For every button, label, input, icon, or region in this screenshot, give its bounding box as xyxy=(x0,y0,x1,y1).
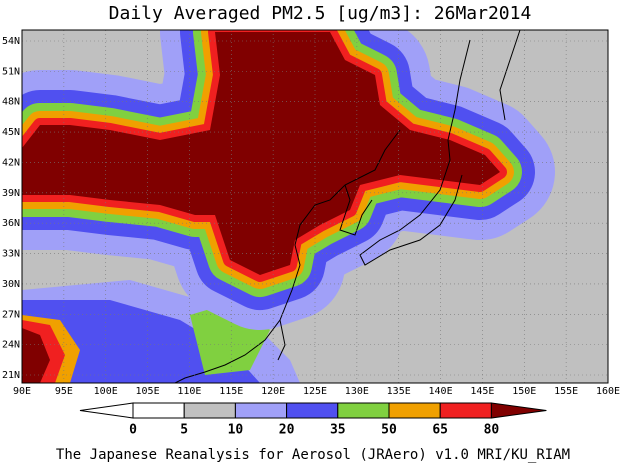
lat-label: 39N xyxy=(2,188,20,199)
blue-area xyxy=(22,300,260,383)
lon-label: 135E xyxy=(387,386,411,397)
colorbar-swatch xyxy=(337,402,390,419)
colorbar-label: 35 xyxy=(330,423,346,438)
footer: The Japanese Reanalysis for Aerosol (JRA… xyxy=(56,447,570,463)
colorbar: 0 5 10 20 35 50 65 80 xyxy=(79,402,547,438)
colorbar-label: 20 xyxy=(279,423,295,438)
sakhalin-coast xyxy=(499,30,521,121)
colorbar-label: 0 xyxy=(129,423,137,438)
lat-label: 36N xyxy=(2,218,20,229)
korea-coast xyxy=(339,184,373,236)
colorbar-swatch xyxy=(234,402,288,419)
lon-label: 160E xyxy=(596,386,620,397)
lat-label: 54N xyxy=(2,36,20,47)
colorbar-label: 50 xyxy=(381,423,397,438)
lat-label: 24N xyxy=(2,340,20,351)
lon-label: 100E xyxy=(94,386,118,397)
colorbar-swatch xyxy=(388,402,441,419)
lon-label: 125E xyxy=(303,386,327,397)
darkred-area xyxy=(22,328,50,383)
lon-label: 155E xyxy=(554,386,578,397)
lat-label: 21N xyxy=(2,370,20,381)
lon-label: 130E xyxy=(345,386,369,397)
lon-label: 120E xyxy=(261,386,285,397)
lon-label: 110E xyxy=(177,386,201,397)
graticule xyxy=(22,30,608,383)
lat-label: 27N xyxy=(2,309,20,320)
lon-label: 150E xyxy=(512,386,536,397)
lat-label: 30N xyxy=(2,279,20,290)
lon-labels: 90E 95E 100E 105E 110E 115E 120E 125E 130E 135E 14… xyxy=(13,386,620,397)
colorbar-label: 10 xyxy=(228,423,244,438)
lon-label: 145E xyxy=(470,386,494,397)
lat-labels: 21N 24N 27N 30N 33N 36N 39N 42N 45N 48N 51N 54N xyxy=(2,36,20,381)
lon-label: 115E xyxy=(219,386,243,397)
lon-label: 140E xyxy=(429,386,453,397)
colorbar-swatch xyxy=(439,402,492,419)
lat-label: 48N xyxy=(2,97,20,108)
lat-label: 51N xyxy=(2,66,20,77)
lat-label: 33N xyxy=(2,249,20,260)
colorbar-swatch xyxy=(286,402,339,419)
darkred-core xyxy=(22,32,500,275)
taiwan-coast xyxy=(277,319,286,361)
coastlines xyxy=(174,30,521,383)
map-field xyxy=(22,30,608,383)
colorbar-label: 80 xyxy=(484,423,500,438)
lon-label: 90E xyxy=(13,386,31,397)
plume xyxy=(22,30,555,330)
lat-label: 42N xyxy=(2,157,20,168)
lon-label: 105E xyxy=(136,386,160,397)
colorbar-swatch xyxy=(132,402,185,419)
lat-label: 45N xyxy=(2,127,20,138)
title: Daily Averaged PM2.5 [ug/m3]: 26Mar2014 xyxy=(109,3,532,24)
map-frame xyxy=(21,29,609,384)
china-coast xyxy=(174,129,401,383)
japan-coast xyxy=(359,39,471,266)
colorbar-label: 65 xyxy=(432,423,448,438)
colorbar-arrow-high xyxy=(490,402,547,419)
colorbar-swatch xyxy=(183,402,236,419)
lon-label: 95E xyxy=(55,386,73,397)
colorbar-label: 5 xyxy=(180,423,188,438)
colorbar-arrow-low xyxy=(79,402,134,419)
